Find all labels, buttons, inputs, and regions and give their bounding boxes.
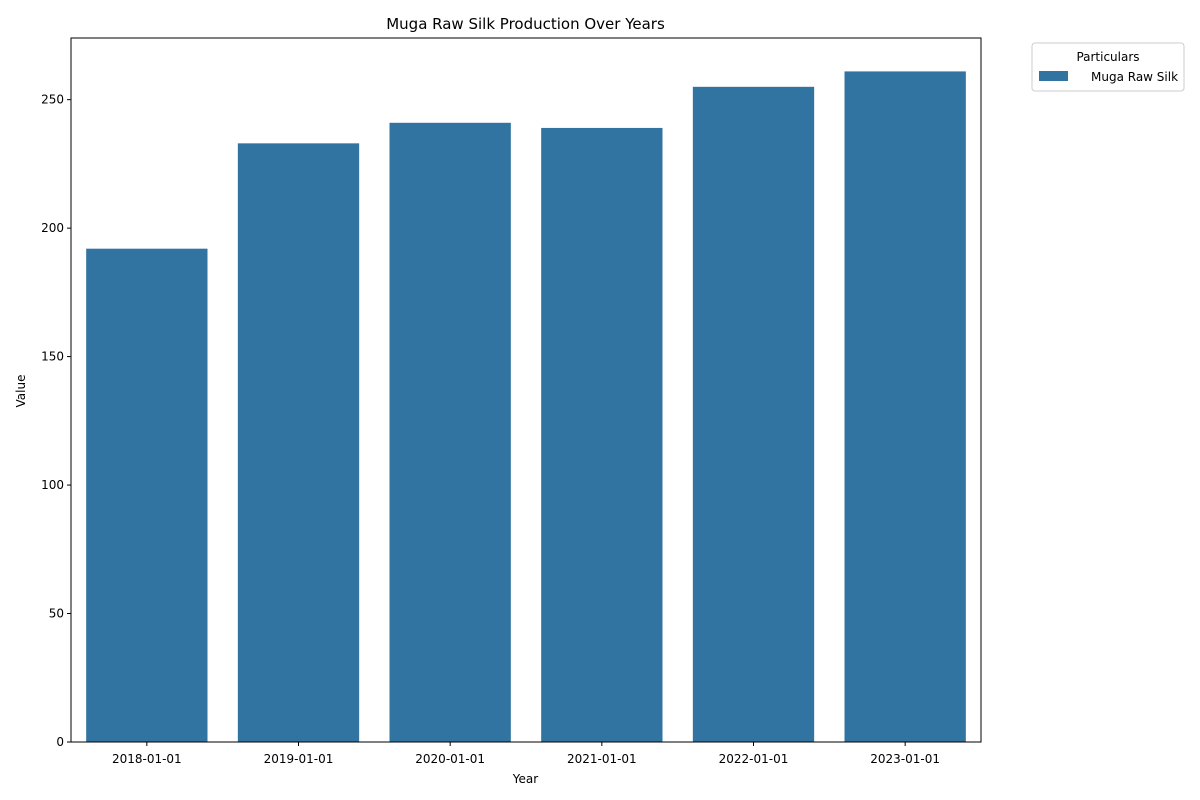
plot-area: 0 50 100 150 200 250 2018-01-01 2019-01-01 2020-… — [41, 37, 982, 766]
legend-swatch — [1039, 71, 1068, 81]
y-tick-label: 200 — [41, 221, 64, 235]
y-tick-label: 250 — [41, 93, 64, 107]
x-axis-label: Year — [512, 772, 538, 786]
x-tick-label: 2023-01-01 — [870, 752, 940, 766]
y-tick-label: 50 — [49, 607, 64, 621]
legend-frame — [1031, 42, 1185, 92]
x-tick-label: 2018-01-01 — [112, 752, 182, 766]
x-tick-label: 2020-01-01 — [415, 752, 485, 766]
y-tick-label: 100 — [41, 478, 64, 492]
bar — [237, 143, 360, 743]
chart-title: Muga Raw Silk Production Over Years — [386, 15, 665, 33]
y-tick-label: 0 — [56, 735, 64, 749]
legend-entry-label: Muga Raw Silk — [1091, 70, 1178, 84]
bar — [389, 122, 511, 743]
bar — [86, 248, 208, 742]
bar — [541, 127, 663, 743]
x-tick-label: 2022-01-01 — [719, 752, 789, 766]
x-tick-label: 2021-01-01 — [567, 752, 637, 766]
bar — [844, 71, 966, 742]
y-tick-label: 150 — [41, 350, 64, 364]
y-axis-label: Value — [14, 375, 28, 408]
axes-frame — [70, 37, 982, 743]
legend: Particulars Muga Raw Silk — [1031, 42, 1185, 92]
x-tick-label: 2019-01-01 — [264, 752, 334, 766]
legend-title: Particulars — [1076, 50, 1139, 64]
bar — [692, 86, 815, 742]
